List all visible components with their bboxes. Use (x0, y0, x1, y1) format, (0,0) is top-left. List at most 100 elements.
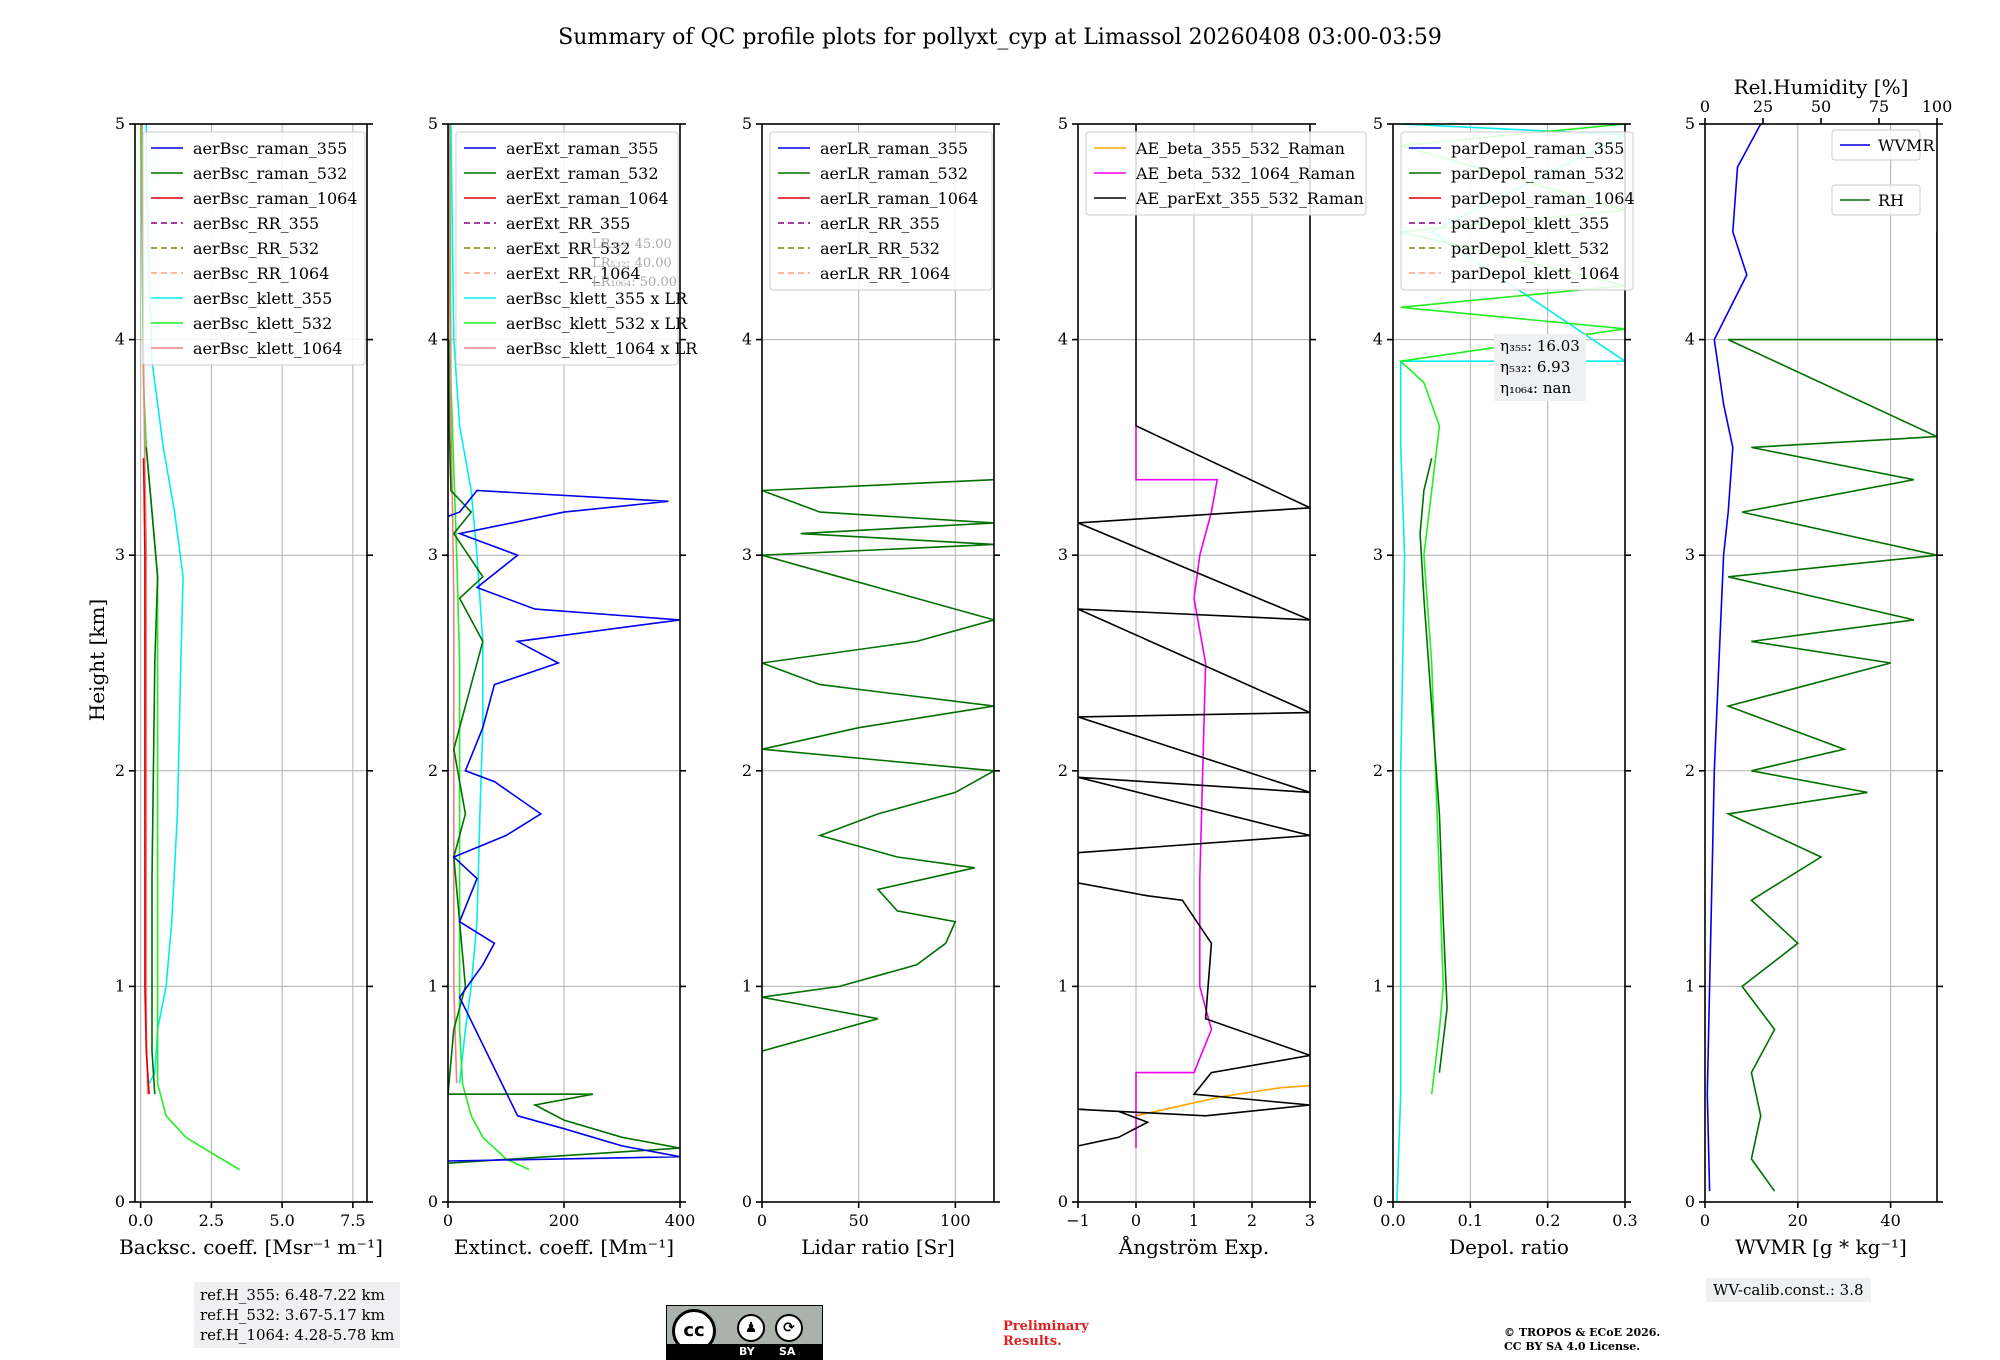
legend-label: aerBsc_klett_532 x LR (506, 314, 688, 333)
x-axis-label: Extinct. coeff. [Mm⁻¹] (454, 1235, 674, 1259)
top-tick-label: 25 (1753, 97, 1773, 116)
top-tick-label: 100 (1922, 97, 1953, 116)
series-line-aerBsc_klett_532 x LR (448, 124, 530, 1171)
y-tick-label: 2 (115, 761, 125, 780)
x-tick-label: 2 (1247, 1211, 1257, 1230)
legend-box (1831, 184, 1921, 216)
x-tick-label: 0.2 (1535, 1211, 1560, 1230)
series-line-aerBsc_klett_1064 (141, 124, 149, 1095)
panel-1: 0.0 2.5 5.0 7.5 0 1 2 3 4 5 Backsc. coeff. [Msr⁻¹ … (115, 114, 383, 1259)
legend-label: aerLR_raman_532 (820, 164, 968, 183)
series-line-aerExt_raman_355 (448, 489, 680, 1162)
y-tick-label: 3 (1058, 545, 1068, 564)
y-tick-label: 3 (115, 545, 125, 564)
x-axis-label: Backsc. coeff. [Msr⁻¹ m⁻¹] (119, 1235, 383, 1259)
panels: 0.0 2.5 5.0 7.5 0 1 2 3 4 5 Backsc. coeff. [Msr⁻¹ … (115, 75, 1952, 1259)
legend-label: parDepol_raman_1064 (1451, 189, 1635, 208)
x-tick-label: 0 (443, 1211, 453, 1230)
preliminary-line-2: Results. (1003, 1334, 1062, 1349)
share-alike-icon: ⟳ (775, 1314, 803, 1342)
y-tick-label: 5 (1373, 114, 1383, 133)
y-tick-label: 2 (1373, 761, 1383, 780)
legend-label: aerExt_raman_355 (506, 139, 659, 158)
top-tick-label: 75 (1869, 97, 1889, 116)
legend-label: parDepol_raman_355 (1451, 139, 1624, 158)
legend-box (455, 131, 679, 366)
y-tick-label: 5 (742, 114, 752, 133)
y-tick-label: 4 (1685, 330, 1695, 349)
panel-frame (1704, 123, 1938, 1203)
legend-label: aerLR_raman_355 (820, 139, 968, 158)
legend-label: aerBsc_RR_532 (193, 239, 319, 258)
series-line-RH (1725, 231, 1937, 1192)
x-axis-label: Depol. ratio (1449, 1235, 1569, 1259)
panel-series (1078, 124, 1310, 1149)
legend-label: aerLR_raman_1064 (820, 189, 978, 208)
x-tick-label: 50 (848, 1211, 868, 1230)
legend: aerBsc_raman_355 aerBsc_raman_532 aerBsc_r… (142, 131, 366, 366)
x-tick-label: 40 (1880, 1211, 1900, 1230)
ref-height-box: ref.H_355: 6.48-7.22 km ref.H_532: 3.67-… (194, 1282, 401, 1348)
x-axis-label: Lidar ratio [Sr] (801, 1235, 955, 1259)
series-line-parDepol_raman_532 (1419, 458, 1448, 1073)
eta-532: η₅₃₂: 6.93 (1500, 358, 1571, 376)
y-tick-label: 2 (428, 761, 438, 780)
y-tick-label: 5 (428, 114, 438, 133)
x-tick-label: 0 (1131, 1211, 1141, 1230)
legend-label: parDepol_klett_1064 (1451, 264, 1620, 283)
person-icon: ♟ (737, 1314, 765, 1342)
y-tick-label: 0 (428, 1192, 438, 1211)
y-tick-label: 1 (115, 976, 125, 995)
legend-label: aerExt_raman_532 (506, 164, 659, 183)
y-tick-label: 3 (1685, 545, 1695, 564)
panel-2: 0 200 400 0 1 2 3 4 5 Extinct. coeff. [Mm⁻¹] aerEx… (428, 114, 698, 1259)
y-tick-label: 5 (115, 114, 125, 133)
x-axis-label: Ångström Exp. (1118, 1234, 1269, 1259)
legend-label: WVMR (1878, 136, 1935, 155)
panel-frame (761, 123, 995, 1203)
ref-height-532: ref.H_532: 3.67-5.17 km (200, 1306, 385, 1324)
y-tick-label: 1 (1373, 976, 1383, 995)
y-tick-label: 3 (1373, 545, 1383, 564)
panel-3: 0 50 100 0 1 2 3 4 5 Lidar ratio [Sr] aerLR_raman_… (742, 114, 1000, 1259)
top-tick-label: 50 (1811, 97, 1831, 116)
legend-label: aerBsc_klett_355 (193, 289, 332, 308)
legend-label: aerBsc_raman_532 (193, 164, 347, 183)
legend-label: aerLR_RR_1064 (820, 264, 950, 283)
x-tick-label: 400 (665, 1211, 696, 1230)
cc-by-label: BY (739, 1345, 755, 1358)
series-line-aerBsc_raman_1064 (142, 458, 150, 1095)
series-line-aerBsc_klett_355 x LR (450, 124, 484, 1084)
legend-box (1400, 131, 1634, 291)
legend: aerLR_raman_355 aerLR_raman_532 aerLR_rama… (769, 131, 993, 291)
x-tick-label: 3 (1305, 1211, 1315, 1230)
copyright-line-1: © TROPOS & ECoE 2026. (1504, 1326, 1661, 1339)
panel-5: 0.0 0.1 0.2 0.3 0 1 2 3 4 5 Depol. ratio parDepol_r… (1373, 114, 1638, 1259)
panel-series (762, 478, 994, 1052)
x-tick-label: 0.3 (1612, 1211, 1637, 1230)
cc-license-badge[interactable]: cc ♟ ⟳ BY SA (666, 1305, 823, 1360)
series-line-AE_parExt_355_532_Raman (1078, 124, 1310, 1147)
x-tick-label: 20 (1788, 1211, 1808, 1230)
figure-title: Summary of QC profile plots for pollyxt_… (558, 25, 1442, 50)
x-tick-label: 0 (1700, 1211, 1710, 1230)
legend-label: aerLR_RR_355 (820, 214, 940, 233)
y-tick-label: 1 (1058, 976, 1068, 995)
y-tick-label: 4 (428, 330, 438, 349)
x-tick-label: 0.0 (1380, 1211, 1405, 1230)
series-line-AE_beta_532_1064_Raman (1135, 425, 1219, 1149)
series-line-WVMR (1706, 124, 1762, 1192)
x-tick-label: 100 (940, 1211, 971, 1230)
series-line-aerBsc_raman_532 (145, 447, 159, 1095)
legend-box (1085, 131, 1367, 216)
lr-annotation: LR₅₃₂: 40.00 (592, 256, 672, 271)
x-tick-label: 200 (549, 1211, 580, 1230)
top-axis-label: Rel.Humidity [%] (1734, 75, 1909, 99)
y-tick-label: 2 (742, 761, 752, 780)
panel-frame (134, 123, 368, 1203)
y-tick-label: 0 (1373, 1192, 1383, 1211)
legend-label: parDepol_raman_532 (1451, 164, 1624, 183)
x-tick-label: 1 (1189, 1211, 1199, 1230)
wv-calib-box: WV-calib.const.: 3.8 (1706, 1278, 1871, 1302)
